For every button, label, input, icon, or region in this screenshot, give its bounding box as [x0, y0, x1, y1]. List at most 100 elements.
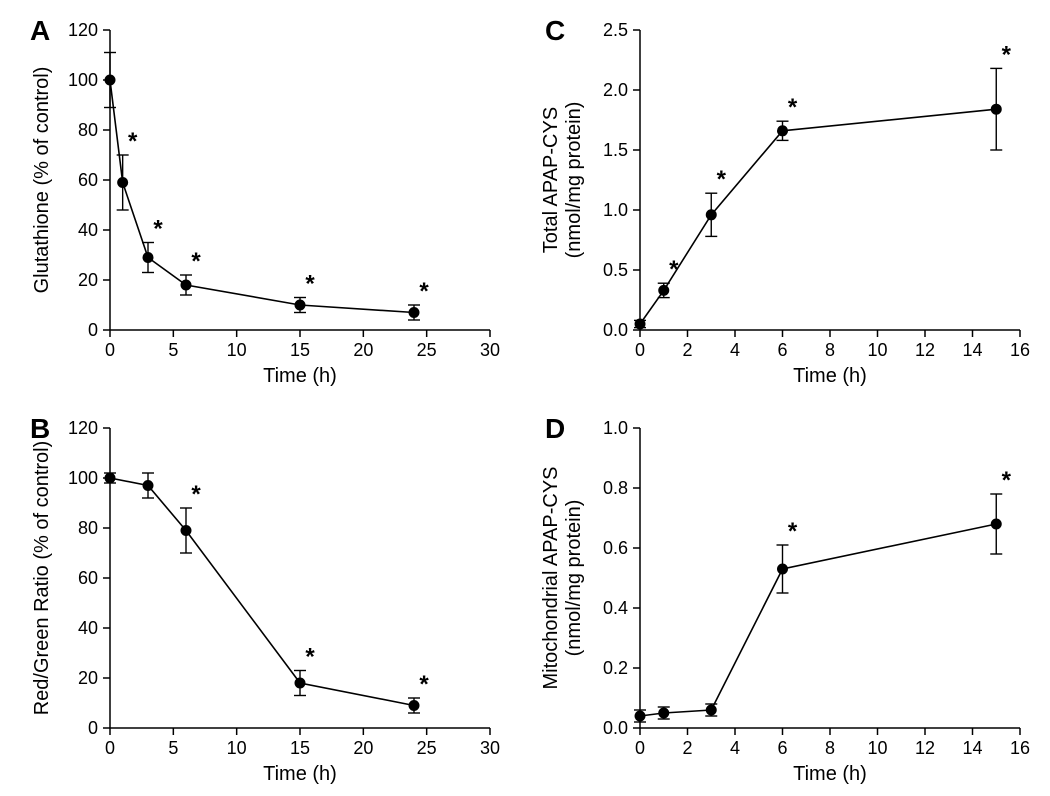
x-tick-label: 4 — [730, 738, 740, 758]
significance-star-icon: * — [788, 94, 798, 121]
y-tick-label: 1.5 — [603, 140, 628, 160]
figure-panel-grid: 051015202530020406080100120Time (h)Gluta… — [0, 0, 1050, 796]
panel-letter: C — [545, 15, 565, 46]
x-tick-label: 12 — [915, 340, 935, 360]
x-tick-label: 8 — [825, 340, 835, 360]
significance-star-icon: * — [419, 671, 429, 698]
data-point — [659, 285, 669, 295]
significance-star-icon: * — [788, 518, 798, 545]
data-point — [295, 678, 305, 688]
significance-star-icon: * — [128, 128, 138, 155]
x-tick-label: 0 — [105, 340, 115, 360]
significance-star-icon: * — [191, 481, 201, 508]
y-tick-label: 0.6 — [603, 538, 628, 558]
x-tick-label: 0 — [105, 738, 115, 758]
x-tick-label: 2 — [682, 738, 692, 758]
y-tick-label: 100 — [68, 468, 98, 488]
data-point — [105, 473, 115, 483]
x-tick-label: 12 — [915, 738, 935, 758]
x-tick-label: 0 — [635, 340, 645, 360]
significance-star-icon: * — [717, 166, 727, 193]
data-point — [778, 126, 788, 136]
y-tick-label: 0 — [88, 718, 98, 738]
y-tick-label: 0.0 — [603, 718, 628, 738]
significance-star-icon: * — [191, 248, 201, 275]
y-tick-label: 80 — [78, 518, 98, 538]
series-line — [640, 524, 996, 716]
panel-A: 051015202530020406080100120Time (h)Gluta… — [30, 15, 500, 387]
x-tick-label: 14 — [962, 340, 982, 360]
data-point — [118, 178, 128, 188]
data-point — [143, 253, 153, 263]
y-tick-label: 20 — [78, 270, 98, 290]
series-line — [640, 109, 996, 324]
x-tick-label: 25 — [417, 738, 437, 758]
x-axis-title: Time (h) — [263, 365, 337, 387]
y-tick-label: 40 — [78, 618, 98, 638]
y-tick-label: 0.8 — [603, 478, 628, 498]
x-tick-label: 20 — [353, 340, 373, 360]
significance-star-icon: * — [305, 644, 315, 671]
data-point — [991, 104, 1001, 114]
y-tick-label: 0.5 — [603, 260, 628, 280]
data-point — [409, 308, 419, 318]
y-tick-label: 0.4 — [603, 598, 628, 618]
panel-C: 02468101214160.00.51.01.52.02.5Time (h)T… — [540, 15, 1030, 387]
x-tick-label: 5 — [168, 738, 178, 758]
y-tick-label: 120 — [68, 418, 98, 438]
y-tick-label: 40 — [78, 220, 98, 240]
x-tick-label: 10 — [867, 738, 887, 758]
y-tick-label: 1.0 — [603, 418, 628, 438]
data-point — [991, 519, 1001, 529]
x-tick-label: 30 — [480, 738, 500, 758]
significance-star-icon: * — [305, 271, 315, 298]
y-tick-label: 0.0 — [603, 320, 628, 340]
x-tick-label: 10 — [227, 340, 247, 360]
x-tick-label: 16 — [1010, 738, 1030, 758]
data-point — [295, 300, 305, 310]
y-tick-label: 100 — [68, 70, 98, 90]
data-point — [659, 708, 669, 718]
data-point — [143, 481, 153, 491]
panel-letter: D — [545, 413, 565, 444]
x-tick-label: 5 — [168, 340, 178, 360]
y-tick-label: 0 — [88, 320, 98, 340]
panel-letter: B — [30, 413, 50, 444]
data-point — [706, 705, 716, 715]
data-point — [778, 564, 788, 574]
y-tick-label: 0.2 — [603, 658, 628, 678]
x-tick-label: 4 — [730, 340, 740, 360]
significance-star-icon: * — [419, 278, 429, 305]
x-axis-title: Time (h) — [793, 763, 867, 785]
x-tick-label: 0 — [635, 738, 645, 758]
y-axis-title: Glutathione (% of control) — [31, 67, 53, 294]
x-axis-title: Time (h) — [793, 365, 867, 387]
panel-letter: A — [30, 15, 50, 46]
figure-svg: 051015202530020406080100120Time (h)Gluta… — [0, 0, 1050, 796]
series-line — [110, 478, 414, 706]
x-tick-label: 20 — [353, 738, 373, 758]
x-tick-label: 16 — [1010, 340, 1030, 360]
y-axis-title: Total APAP-CYS(nmol/mg protein) — [540, 102, 585, 259]
y-tick-label: 2.0 — [603, 80, 628, 100]
y-tick-label: 20 — [78, 668, 98, 688]
data-point — [105, 75, 115, 85]
significance-star-icon: * — [1002, 467, 1012, 494]
series-line — [110, 80, 414, 313]
y-tick-label: 60 — [78, 568, 98, 588]
x-tick-label: 25 — [417, 340, 437, 360]
y-tick-label: 80 — [78, 120, 98, 140]
data-point — [181, 526, 191, 536]
significance-star-icon: * — [1002, 41, 1012, 68]
x-tick-label: 15 — [290, 340, 310, 360]
data-point — [181, 280, 191, 290]
x-tick-label: 15 — [290, 738, 310, 758]
y-tick-label: 60 — [78, 170, 98, 190]
y-axis-title: Mitochondrial APAP-CYS(nmol/mg protein) — [540, 466, 585, 689]
x-tick-label: 2 — [682, 340, 692, 360]
x-tick-label: 10 — [227, 738, 247, 758]
data-point — [635, 711, 645, 721]
x-tick-label: 8 — [825, 738, 835, 758]
data-point — [635, 319, 645, 329]
significance-star-icon: * — [669, 256, 679, 283]
